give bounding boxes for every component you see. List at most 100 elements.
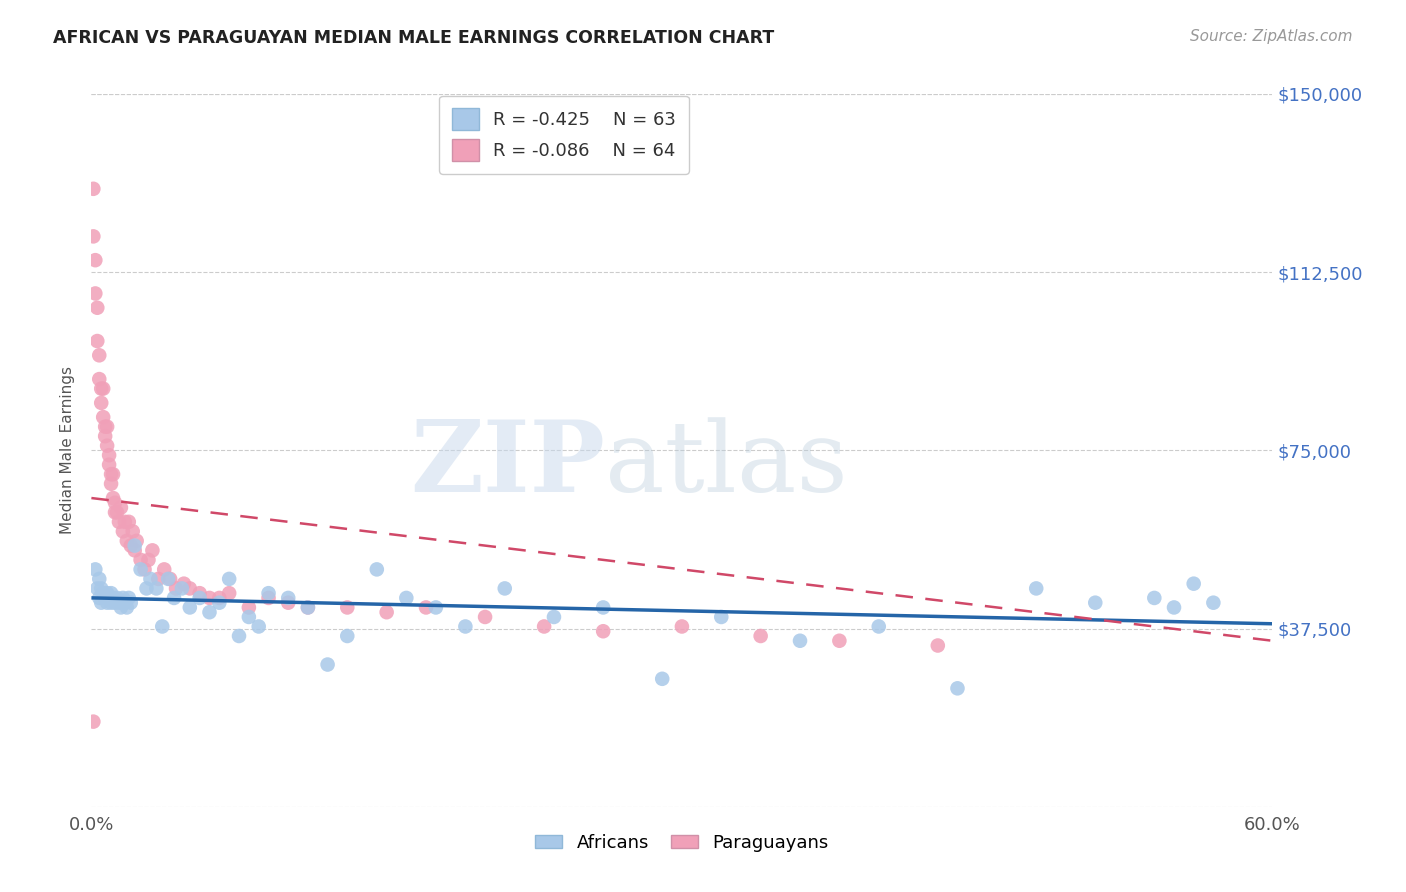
Point [592,624,614,639]
Point [96,439,118,453]
Point [90,596,112,610]
Point [1182,576,1205,591]
Point [125,533,148,548]
Text: AFRICAN VS PARAGUAYAN MEDIAN MALE EARNINGS CORRELATION CHART: AFRICAN VS PARAGUAYAN MEDIAN MALE EARNIN… [53,29,775,46]
Point [238,600,260,615]
Point [86,301,108,315]
Point [375,605,398,619]
Point [124,539,146,553]
Point [91,382,114,396]
Point [84,562,107,576]
Point [415,600,437,615]
Point [115,600,138,615]
Point [163,591,186,605]
Point [134,562,156,576]
Point [96,596,118,610]
Point [105,591,128,605]
Point [170,582,193,596]
Point [86,334,108,348]
Point [710,610,733,624]
Point [111,524,134,539]
Point [114,596,136,610]
Point [1202,596,1225,610]
Point [145,582,167,596]
Point [110,500,132,515]
Point [188,586,211,600]
Point [188,591,211,605]
Point [111,591,134,605]
Point [101,591,124,605]
Point [150,619,173,633]
Point [135,582,157,596]
Point [121,524,143,539]
Point [110,600,132,615]
Point [165,582,187,596]
Text: ZIP: ZIP [411,417,605,513]
Point [101,491,124,505]
Point [91,586,114,600]
Point [94,591,117,605]
Point [91,410,114,425]
Point [153,562,176,576]
Point [1025,582,1047,596]
Point [82,182,104,196]
Point [173,576,195,591]
Point [86,582,108,596]
Point [454,619,477,633]
Point [494,582,516,596]
Point [84,253,107,268]
Point [238,610,260,624]
Point [90,382,112,396]
Y-axis label: Median Male Earnings: Median Male Earnings [60,367,76,534]
Point [118,515,141,529]
Point [336,600,359,615]
Point [94,419,117,434]
Point [139,572,162,586]
Point [297,600,319,615]
Point [868,619,890,633]
Text: Source: ZipAtlas.com: Source: ZipAtlas.com [1189,29,1353,44]
Text: atlas: atlas [605,417,848,513]
Point [90,396,112,410]
Point [141,543,163,558]
Point [671,619,693,633]
Point [749,629,772,643]
Point [157,572,180,586]
Point [100,476,122,491]
Point [148,572,170,586]
Point [1143,591,1166,605]
Point [129,562,152,576]
Legend: Africans, Paraguayans: Africans, Paraguayans [529,827,835,859]
Point [98,448,121,462]
Point [316,657,339,672]
Point [366,562,388,576]
Point [395,591,418,605]
Point [425,600,447,615]
Point [927,639,949,653]
Point [98,458,121,472]
Point [179,582,201,596]
Point [828,633,851,648]
Point [198,591,221,605]
Point [651,672,673,686]
Point [218,572,240,586]
Point [789,633,811,648]
Point [104,596,127,610]
Point [98,591,121,605]
Point [115,533,138,548]
Point [277,591,299,605]
Point [124,543,146,558]
Point [179,600,201,615]
Point [1163,600,1185,615]
Point [129,553,152,567]
Point [82,714,104,729]
Point [247,619,270,633]
Point [100,596,122,610]
Point [120,539,142,553]
Point [84,286,107,301]
Point [474,610,496,624]
Point [105,505,128,519]
Point [108,515,131,529]
Point [118,591,141,605]
Point [94,429,117,443]
